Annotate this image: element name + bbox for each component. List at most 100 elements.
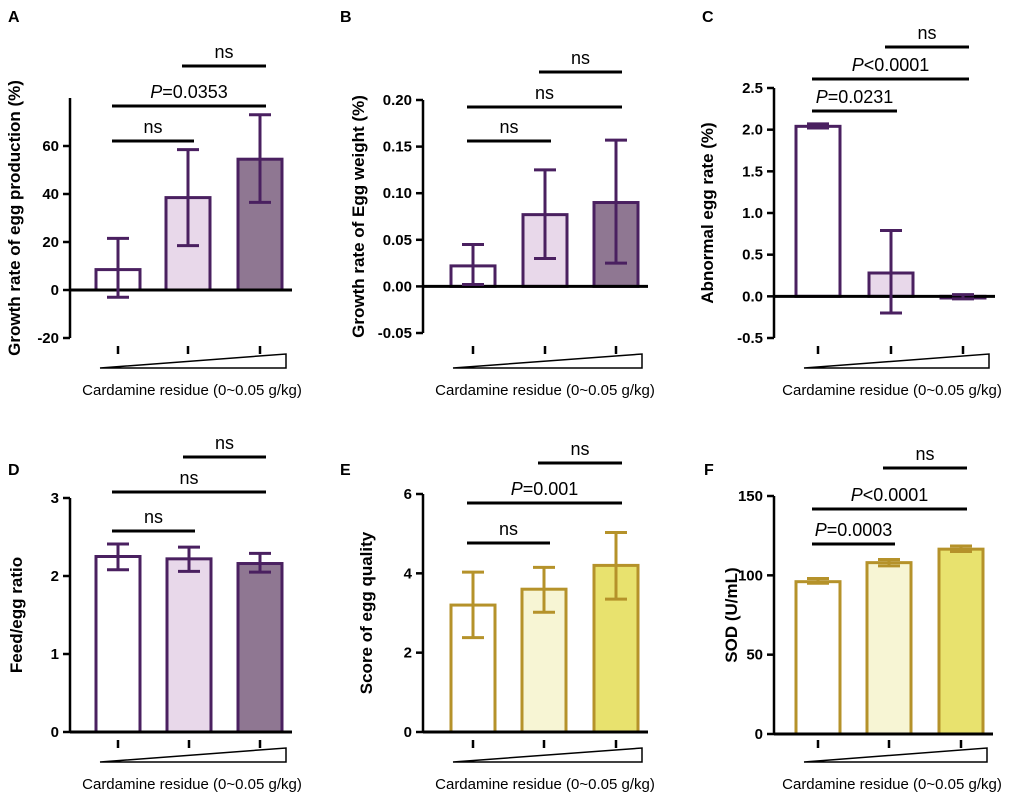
p-value: =0.0353	[162, 82, 228, 102]
significance-label: ns	[499, 519, 518, 539]
x-axis-label: Cardamine residue (0~0.05 g/kg)	[82, 776, 302, 793]
significance-bracket: ns	[467, 519, 550, 545]
error-bar	[178, 545, 200, 573]
p-value: =0.001	[523, 479, 579, 499]
bar	[794, 580, 842, 736]
y-tick-label: 2.0	[742, 122, 763, 139]
significance-label: ns	[570, 439, 589, 459]
panel-label: A	[8, 9, 20, 26]
dose-wedge	[99, 353, 287, 369]
significance-label: ns	[144, 507, 163, 527]
panel-a: A -20 0 20 40 60 Growth rate of egg production…	[5, 9, 302, 399]
bar	[865, 561, 913, 736]
significance-bracket: P=0.0231	[812, 87, 897, 113]
significance-bracket: ns	[467, 117, 551, 143]
dose-wedge	[803, 747, 988, 763]
panel-e: E 0 2 4 6 Score of egg quality Cardamine resid…	[340, 439, 655, 793]
y-tick-label: 1.0	[742, 205, 763, 222]
error-bar	[177, 148, 199, 248]
significance-bracket: ns	[885, 23, 969, 49]
y-tick-label: -20	[37, 330, 59, 347]
error-bar	[249, 113, 271, 204]
significance-label: ns	[215, 433, 234, 453]
y-tick-label: -0.05	[378, 325, 412, 342]
p-value: <0.0001	[863, 485, 929, 505]
significance-label: P=0.0353	[150, 82, 228, 102]
x-axis-label: Cardamine residue (0~0.05 g/kg)	[782, 382, 1002, 399]
panel-d: D 0 1 2 3 Feed/egg ratio Cardamine residue (0~…	[7, 433, 302, 793]
y-tick-label: 0.10	[383, 185, 412, 202]
y-axis-label: Abnormal egg rate (%)	[698, 122, 717, 303]
significance-label: ns	[143, 117, 162, 137]
significance-bracket: ns	[112, 117, 194, 143]
error-bar	[807, 122, 829, 130]
y-tick-label: 0.20	[383, 92, 412, 109]
y-tick-label: 0.05	[383, 232, 412, 249]
x-axis-label: Cardamine residue (0~0.05 g/kg)	[82, 382, 302, 399]
error-bar	[107, 542, 129, 572]
panel-label: D	[8, 462, 20, 479]
x-axis-label: Cardamine residue (0~0.05 g/kg)	[782, 776, 1002, 793]
y-axis-label: Score of egg quality	[357, 531, 376, 694]
bar	[94, 555, 142, 734]
y-tick-label: 150	[738, 488, 763, 505]
dose-wedge	[803, 353, 990, 369]
y-tick-label: 3	[51, 490, 59, 507]
p-symbol: P	[511, 479, 523, 499]
y-tick-label: 0.00	[383, 278, 412, 295]
panel-label: C	[702, 9, 714, 26]
y-tick-label: 6	[404, 486, 412, 503]
significance-bracket: ns	[883, 444, 967, 470]
significance-label: ns	[571, 48, 590, 68]
panel-b: B -0.05 0.00 0.05 0.10 0.15 0.20 Growth rate of…	[340, 9, 655, 399]
significance-label: P=0.001	[511, 479, 579, 499]
y-tick-label: 20	[42, 234, 59, 251]
y-axis-label: Growth rate of Egg weight (%)	[349, 95, 368, 338]
significance-bracket: P=0.0003	[812, 520, 895, 546]
bar	[236, 562, 284, 734]
y-axis-label: SOD (U/mL)	[722, 567, 741, 662]
p-value: =0.0003	[827, 520, 893, 540]
y-axis-label: Growth rate of egg production (%)	[5, 80, 24, 356]
significance-bracket: ns	[112, 468, 266, 494]
dose-wedge	[452, 353, 643, 369]
p-value: =0.0231	[828, 87, 894, 107]
significance-label: ns	[179, 468, 198, 488]
y-axis-label: Feed/egg ratio	[7, 557, 26, 673]
error-bar	[462, 570, 484, 640]
significance-bracket: P=0.0353	[112, 82, 266, 108]
error-bar	[952, 293, 974, 301]
error-bar	[605, 138, 627, 265]
x-axis-label: Cardamine residue (0~0.05 g/kg)	[435, 776, 655, 793]
y-tick-label: -0.5	[737, 330, 763, 347]
bar	[937, 547, 985, 736]
error-bar	[462, 242, 484, 287]
y-tick-label: 40	[42, 186, 59, 203]
p-symbol: P	[816, 87, 828, 107]
y-tick-label: 4	[404, 565, 413, 582]
significance-bracket: P=0.001	[467, 479, 622, 505]
panel-label: F	[704, 462, 714, 479]
panel-c: C -0.5 0.0 0.5 1.0 1.5 2.0 2.5 Abnormal egg rate…	[698, 9, 1002, 399]
error-bar	[605, 530, 627, 601]
error-bar	[249, 551, 271, 574]
error-bar	[534, 168, 556, 260]
significance-label: P<0.0001	[851, 485, 929, 505]
error-bar	[880, 229, 902, 315]
dose-wedge	[452, 747, 643, 763]
panel-label: B	[340, 9, 352, 26]
p-symbol: P	[852, 55, 864, 75]
y-tick-label: 0.15	[383, 139, 412, 156]
significance-label: P=0.0003	[815, 520, 893, 540]
p-symbol: P	[150, 82, 162, 102]
significance-bracket: ns	[183, 433, 266, 459]
significance-bracket: P<0.0001	[812, 55, 969, 81]
bar	[165, 557, 213, 734]
error-bar	[807, 577, 829, 585]
y-tick-label: 0	[51, 724, 59, 741]
significance-label: ns	[214, 42, 233, 62]
y-tick-label: 0.5	[742, 247, 763, 264]
error-bar	[533, 565, 555, 614]
significance-bracket: ns	[467, 83, 622, 109]
